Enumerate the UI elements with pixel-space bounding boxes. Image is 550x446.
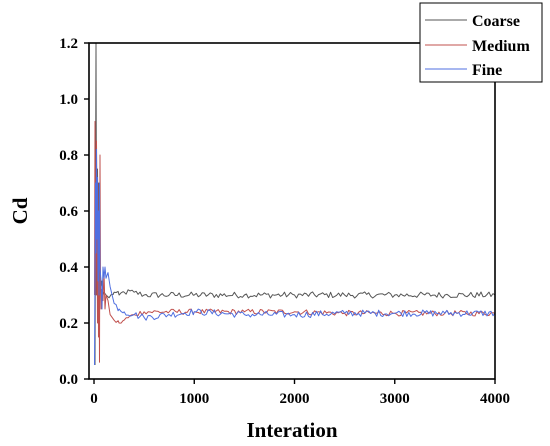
x-tick-label: 4000 xyxy=(480,391,510,407)
series-line-fine xyxy=(94,148,496,366)
series-layer xyxy=(94,42,496,366)
legend-label-coarse: Coarse xyxy=(472,13,520,30)
y-tick-label: 1.0 xyxy=(59,92,78,108)
legend: Coarse Medium Fine xyxy=(419,2,543,83)
series-line-coarse xyxy=(94,42,496,366)
x-tick-label: 2000 xyxy=(280,391,310,407)
legend-label-medium: Medium xyxy=(472,38,530,55)
y-tick-label: 0.2 xyxy=(59,316,78,332)
y-tick-label: 0.8 xyxy=(59,148,78,164)
y-tick-label: 0.0 xyxy=(59,372,78,388)
x-tick-label: 3000 xyxy=(380,391,410,407)
ticks-layer: 0 1000 2000 3000 4000 0.0 0.2 0.4 0.6 0.8 1.0 1.2 xyxy=(59,36,510,407)
y-tick-label: 1.2 xyxy=(59,36,78,52)
x-axis-title: Interation xyxy=(247,418,338,442)
plot-frame xyxy=(88,42,496,380)
y-tick-label: 0.4 xyxy=(59,260,78,276)
y-tick-label: 0.6 xyxy=(59,204,78,220)
y-axis-title: Cd xyxy=(8,197,32,224)
x-tick-label: 1000 xyxy=(179,391,209,407)
series-line-medium xyxy=(94,120,496,363)
legend-label-fine: Fine xyxy=(472,62,502,79)
x-tick-label: 0 xyxy=(90,391,98,407)
